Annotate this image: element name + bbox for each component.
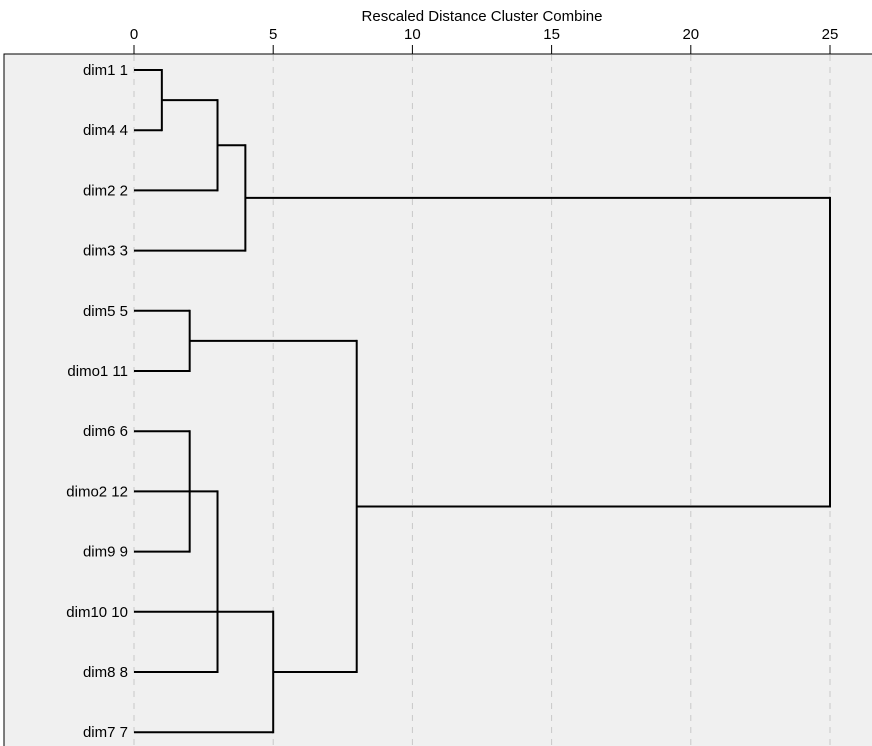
- x-axis-title: Rescaled Distance Cluster Combine: [362, 8, 603, 25]
- leaf-label: dim4 4: [83, 122, 128, 139]
- leaf-label: dim2 2: [83, 182, 128, 199]
- x-axis-ticks: 0 5 10 15 20 25: [130, 26, 839, 54]
- tick-label-15: 15: [543, 26, 560, 43]
- leaf-label: dim5 5: [83, 303, 128, 320]
- leaf-label: dim9 9: [83, 544, 128, 561]
- leaf-label: dim6 6: [83, 423, 128, 440]
- plot-area: [3, 53, 872, 746]
- leaf-label: dim3 3: [83, 243, 128, 260]
- tick-label-25: 25: [822, 26, 839, 43]
- tick-label-5: 5: [269, 26, 277, 43]
- leaf-label: dim7 7: [83, 724, 128, 741]
- dendrogram-links: [134, 69, 831, 734]
- leaf-label: dim10 10: [66, 604, 128, 621]
- leaf-label: dimo2 12: [66, 483, 128, 500]
- tick-label-20: 20: [682, 26, 699, 43]
- leaf-labels: dim1 1 dim4 4 dim2 2 dim3 3 dim5 5 dimo1 11 di…: [66, 62, 128, 741]
- leaf-label: dimo1 11: [67, 363, 128, 380]
- tick-label-10: 10: [404, 26, 421, 43]
- leaf-label: dim8 8: [83, 664, 128, 681]
- leaf-label: dim1 1: [83, 62, 128, 79]
- tick-label-0: 0: [130, 26, 138, 43]
